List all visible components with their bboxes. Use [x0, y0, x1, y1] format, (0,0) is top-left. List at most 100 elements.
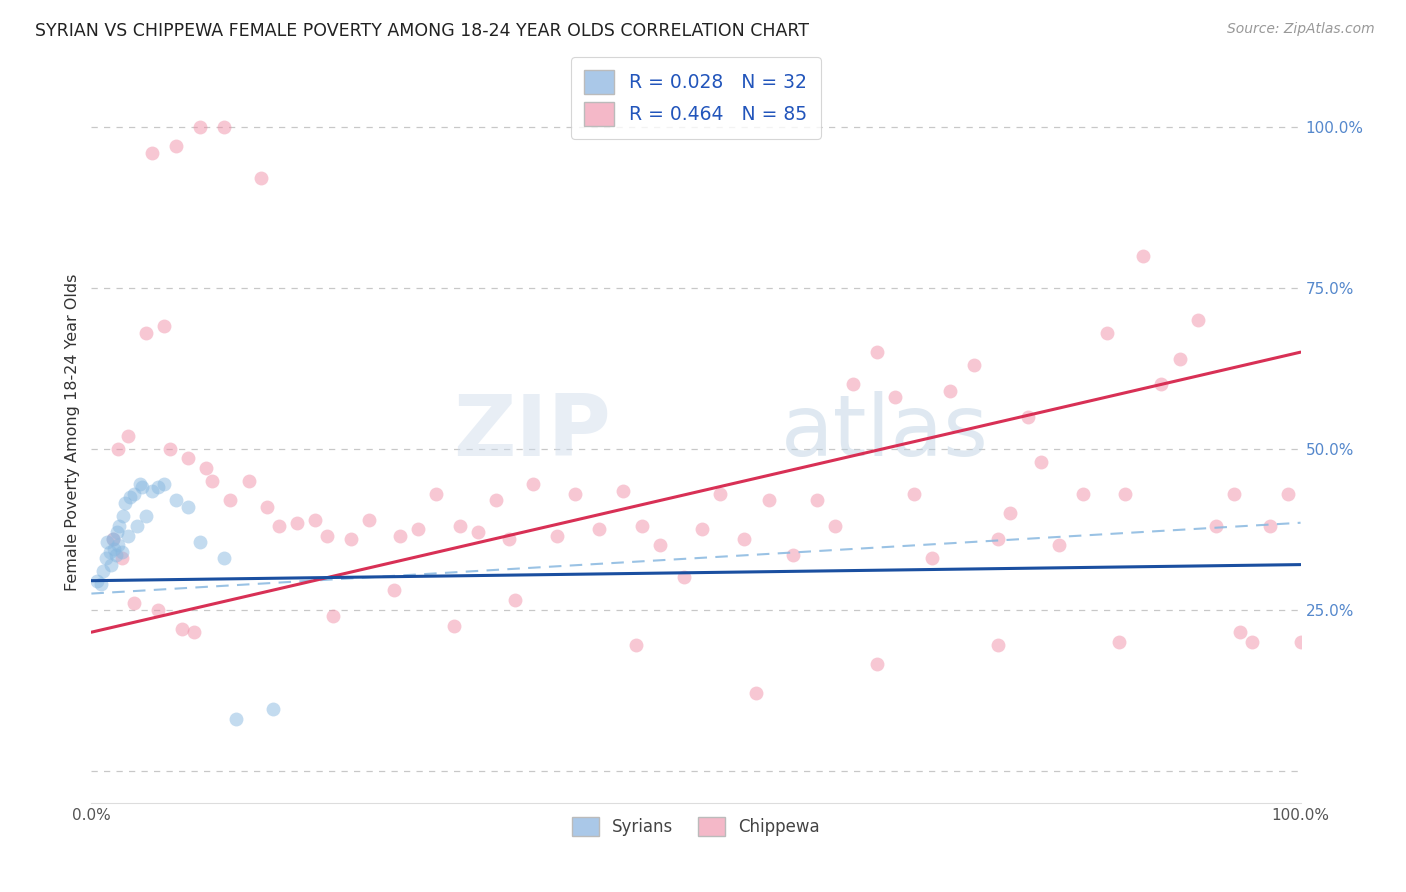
Point: [135, 326, 157, 340]
Point: [195, 461, 218, 475]
Point: [100, 558, 122, 572]
Point: [1277, 487, 1299, 501]
Point: [406, 522, 429, 536]
Point: [1000, 506, 1022, 520]
Point: [672, 570, 695, 584]
Point: [165, 493, 187, 508]
Point: [256, 500, 278, 514]
Point: [1168, 351, 1191, 366]
Point: [987, 532, 1010, 546]
Y-axis label: Female Poverty Among 18-24 Year Olds: Female Poverty Among 18-24 Year Olds: [65, 274, 80, 591]
Point: [188, 120, 211, 134]
Point: [141, 145, 163, 160]
Point: [921, 551, 943, 566]
Point: [709, 487, 731, 501]
Point: [249, 171, 271, 186]
Point: [1071, 487, 1094, 501]
Point: [108, 519, 131, 533]
Point: [214, 551, 236, 566]
Point: [86, 574, 108, 588]
Point: [159, 442, 181, 456]
Point: [388, 528, 411, 542]
Point: [806, 493, 828, 508]
Point: [340, 532, 363, 546]
Point: [127, 519, 149, 533]
Point: [262, 702, 284, 716]
Point: [90, 577, 112, 591]
Text: ZIP: ZIP: [454, 391, 612, 475]
Point: [1114, 487, 1136, 501]
Point: [114, 496, 136, 510]
Point: [238, 474, 260, 488]
Point: [135, 509, 157, 524]
Text: SYRIAN VS CHIPPEWA FEMALE POVERTY AMONG 18-24 YEAR OLDS CORRELATION CHART: SYRIAN VS CHIPPEWA FEMALE POVERTY AMONG …: [35, 22, 808, 40]
Point: [485, 493, 508, 508]
Point: [201, 474, 224, 488]
Point: [141, 483, 163, 498]
Point: [503, 593, 526, 607]
Point: [612, 483, 634, 498]
Point: [1229, 625, 1251, 640]
Point: [1150, 377, 1173, 392]
Point: [117, 429, 139, 443]
Point: [101, 532, 124, 546]
Point: [104, 548, 127, 562]
Point: [188, 535, 211, 549]
Point: [630, 519, 652, 533]
Point: [120, 490, 142, 504]
Point: [225, 712, 247, 726]
Point: [128, 477, 150, 491]
Point: [322, 609, 344, 624]
Point: [425, 487, 447, 501]
Point: [745, 686, 768, 700]
Point: [1095, 326, 1118, 340]
Point: [93, 564, 115, 578]
Point: [107, 538, 129, 552]
Text: Source: ZipAtlas.com: Source: ZipAtlas.com: [1227, 22, 1375, 37]
Point: [1241, 635, 1264, 649]
Point: [177, 500, 200, 514]
Point: [1187, 313, 1209, 327]
Point: [866, 345, 889, 359]
Point: [866, 657, 889, 672]
Point: [117, 528, 139, 542]
Point: [382, 583, 405, 598]
Point: [1205, 519, 1227, 533]
Point: [1108, 635, 1130, 649]
Point: [1260, 519, 1282, 533]
Point: [183, 625, 205, 640]
Point: [588, 522, 610, 536]
Point: [824, 519, 846, 533]
Point: [1018, 409, 1040, 424]
Point: [987, 638, 1010, 652]
Point: [1223, 487, 1246, 501]
Point: [153, 477, 176, 491]
Point: [359, 512, 381, 526]
Point: [842, 377, 865, 392]
Point: [267, 519, 290, 533]
Point: [939, 384, 962, 398]
Point: [94, 551, 117, 566]
Point: [146, 480, 169, 494]
Point: [131, 480, 153, 494]
Point: [782, 548, 804, 562]
Point: [443, 619, 465, 633]
Point: [105, 525, 128, 540]
Point: [214, 120, 236, 134]
Point: [498, 532, 520, 546]
Point: [103, 541, 125, 556]
Point: [96, 535, 118, 549]
Point: [122, 596, 145, 610]
Point: [903, 487, 925, 501]
Point: [111, 551, 132, 566]
Point: [177, 451, 200, 466]
Point: [758, 493, 780, 508]
Point: [690, 522, 713, 536]
Text: atlas: atlas: [780, 391, 988, 475]
Point: [884, 390, 907, 404]
Point: [285, 516, 308, 530]
Point: [733, 532, 755, 546]
Point: [111, 545, 132, 559]
Point: [546, 528, 568, 542]
Point: [165, 139, 187, 153]
